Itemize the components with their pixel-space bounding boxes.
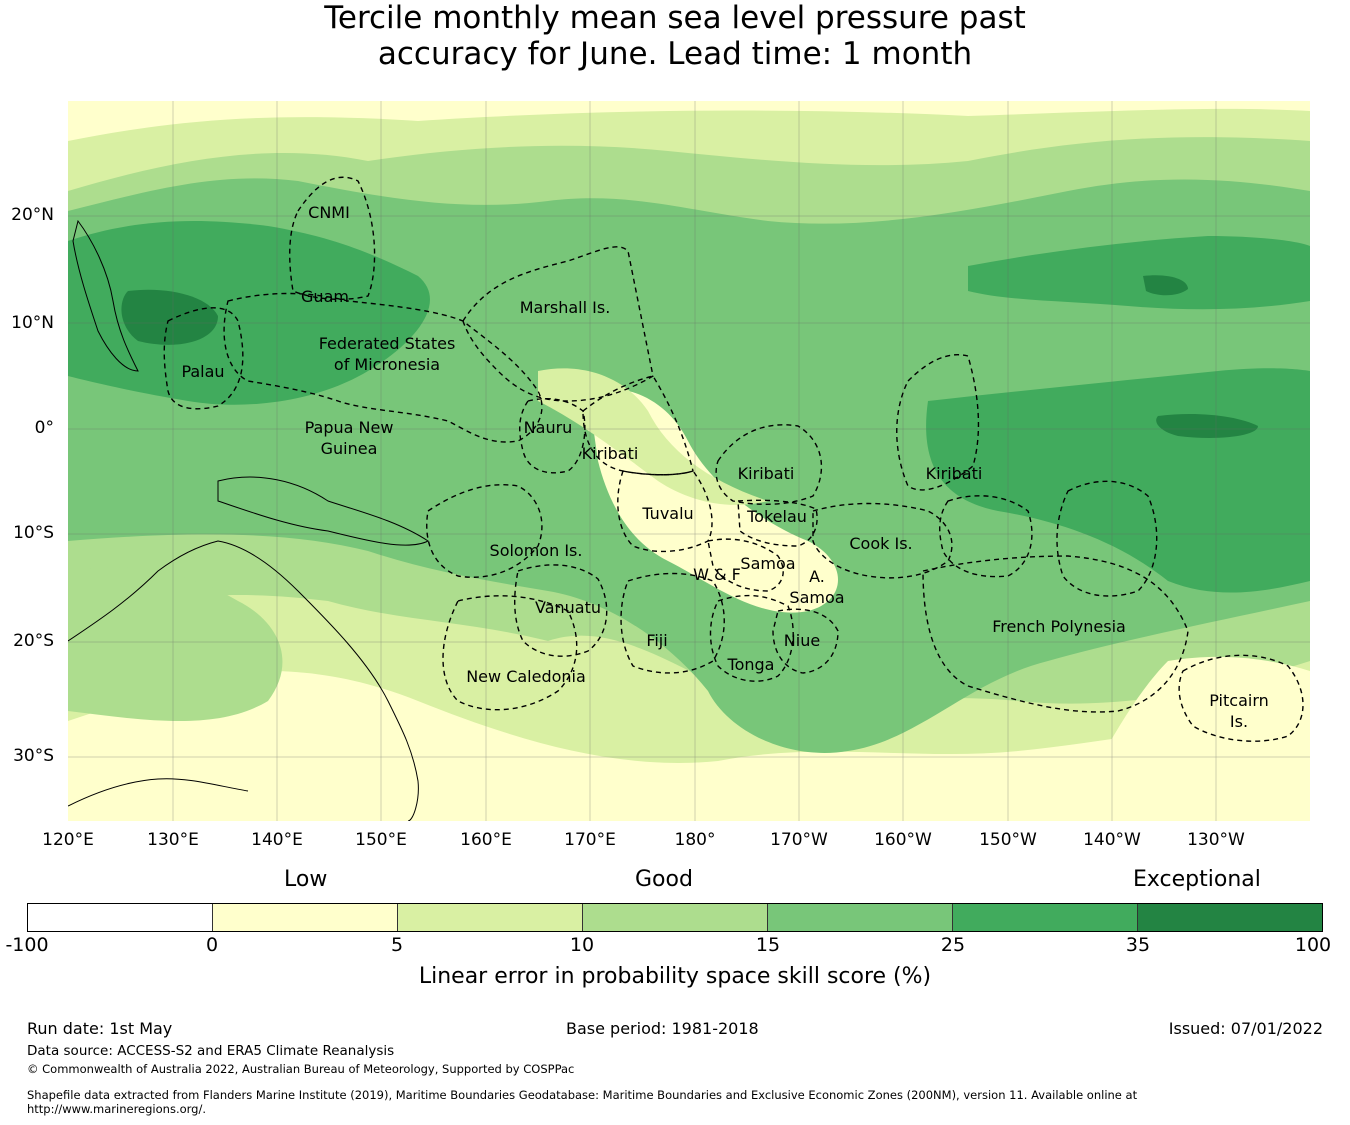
legend-qual-exceptional: Exceptional <box>1133 867 1261 892</box>
region-labels: CNMI Guam Marshall Is. Federated States … <box>181 203 1268 731</box>
label-american-samoa-line-2: Samoa <box>789 588 844 607</box>
australia-coastline <box>68 540 419 821</box>
colorbar-tick: 5 <box>390 934 404 956</box>
colorbar-segment <box>1138 904 1322 931</box>
new-guinea-coastline <box>217 476 429 546</box>
issued-date: Issued: 07/01/2022 <box>1168 1019 1323 1038</box>
label-american-samoa-line-1: A. <box>809 567 825 586</box>
label-tonga: Tonga <box>727 655 775 674</box>
label-fsm-line-2: of Micronesia <box>334 355 440 374</box>
label-wallis-futuna: W & F <box>693 565 741 584</box>
lat-label-0: 0° <box>34 418 54 438</box>
colorbar-segment <box>953 904 1138 931</box>
label-fsm-line-1: Federated States <box>319 334 456 353</box>
label-fiji: Fiji <box>646 631 667 650</box>
colorbar-tick: 0 <box>205 934 219 956</box>
skill-low-central-2 <box>538 368 768 505</box>
skill-score-map: CNMI Guam Marshall Is. Federated States … <box>68 101 1310 821</box>
label-niue: Niue <box>784 631 820 650</box>
legend-qual-low: Low <box>284 867 328 892</box>
skill-band-25-35-northeast <box>968 236 1310 310</box>
shapefile-url: http://www.marineregions.org/. <box>27 1102 206 1116</box>
label-cnmi: CNMI <box>308 203 350 222</box>
label-palau: Palau <box>181 362 224 381</box>
graticule <box>68 101 1310 821</box>
label-png-line-2: Guinea <box>321 439 378 458</box>
colorbar <box>27 903 1323 932</box>
skill-band-35-100-core-2 <box>1156 414 1258 438</box>
eez-boundaries <box>163 176 1304 742</box>
label-tokelau: Tokelau <box>746 507 807 526</box>
colorbar-segment <box>398 904 583 931</box>
label-kiribati-central: Kiribati <box>738 464 795 483</box>
colorbar-segment <box>28 904 213 931</box>
shapefile-credit: Shapefile data extracted from Flanders M… <box>27 1088 1138 1102</box>
label-marshall-is: Marshall Is. <box>520 298 611 317</box>
colorbar-label: Linear error in probability space skill … <box>418 964 932 989</box>
title-line-1: Tercile monthly mean sea level pressure … <box>324 0 1026 36</box>
colorbar-tick: 25 <box>940 934 966 956</box>
colorbar-tick: 100 <box>1294 934 1332 956</box>
lon-label-120e: 120°E <box>42 830 94 850</box>
label-french-polynesia: French Polynesia <box>992 617 1126 636</box>
label-kiribati-east: Kiribati <box>926 464 983 483</box>
colorbar-segment <box>213 904 398 931</box>
lon-label-180: 180° <box>674 830 716 850</box>
label-pitcairn-line-1: Pitcairn <box>1209 691 1269 710</box>
label-nauru: Nauru <box>524 418 573 437</box>
lon-label-130w: 130°W <box>1187 830 1245 850</box>
skill-band-25-35-north <box>68 221 430 405</box>
lon-label-150w: 150°W <box>979 830 1037 850</box>
lon-label-140w: 140°W <box>1083 830 1141 850</box>
lon-label-170e: 170°E <box>564 830 616 850</box>
lat-label-10n: 10°N <box>11 313 54 333</box>
skill-patch-west <box>68 567 283 721</box>
philippines-coastline <box>72 219 139 372</box>
colorbar-tick: 35 <box>1125 934 1151 956</box>
lon-label-160w: 160°W <box>874 830 932 850</box>
lon-label-160e: 160°E <box>460 830 512 850</box>
label-new-caledonia: New Caledonia <box>466 667 586 686</box>
label-guam: Guam <box>301 287 349 306</box>
lon-label-150e: 150°E <box>355 830 407 850</box>
data-source: Data source: ACCESS-S2 and ERA5 Climate … <box>27 1043 395 1059</box>
lon-label-130e: 130°E <box>147 830 199 850</box>
skill-low-south <box>68 738 668 821</box>
label-pitcairn-line-2: Is. <box>1230 712 1248 731</box>
lon-label-170w: 170°W <box>770 830 828 850</box>
run-date: Run date: 1st May <box>27 1019 173 1038</box>
label-samoa: Samoa <box>740 554 795 573</box>
map-svg: CNMI Guam Marshall Is. Federated States … <box>68 101 1310 821</box>
colorbar-segment <box>768 904 953 931</box>
copyright: © Commonwealth of Australia 2022, Austra… <box>27 1062 575 1076</box>
skill-low-southeast <box>1068 656 1310 821</box>
colorbar-tick: -100 <box>5 934 49 956</box>
chart-title: Tercile monthly mean sea level pressure … <box>0 0 1350 72</box>
lat-label-30s: 30°S <box>13 746 54 766</box>
label-solomon-is: Solomon Is. <box>490 541 583 560</box>
legend-qual-good: Good <box>635 867 693 892</box>
label-vanuatu: Vanuatu <box>535 598 601 617</box>
base-period: Base period: 1981-2018 <box>566 1019 759 1038</box>
lat-label-10s: 10°S <box>13 523 54 543</box>
colorbar-tick: 10 <box>569 934 595 956</box>
lon-label-140e: 140°E <box>251 830 303 850</box>
label-tuvalu: Tuvalu <box>641 504 693 523</box>
label-cook-is: Cook Is. <box>849 534 912 553</box>
skill-band-35-100-core-3 <box>1143 275 1188 296</box>
lat-label-20n: 20°N <box>11 205 54 225</box>
lat-label-20s: 20°S <box>13 631 54 651</box>
skill-band-35-100-core-1 <box>121 289 218 345</box>
label-kiribati-west: Kiribati <box>582 444 639 463</box>
southern-australia-coastline <box>68 778 249 807</box>
colorbar-tick: 15 <box>755 934 781 956</box>
colorbar-segment <box>583 904 768 931</box>
label-png-line-1: Papua New <box>305 418 394 437</box>
title-line-2: accuracy for June. Lead time: 1 month <box>377 36 973 72</box>
